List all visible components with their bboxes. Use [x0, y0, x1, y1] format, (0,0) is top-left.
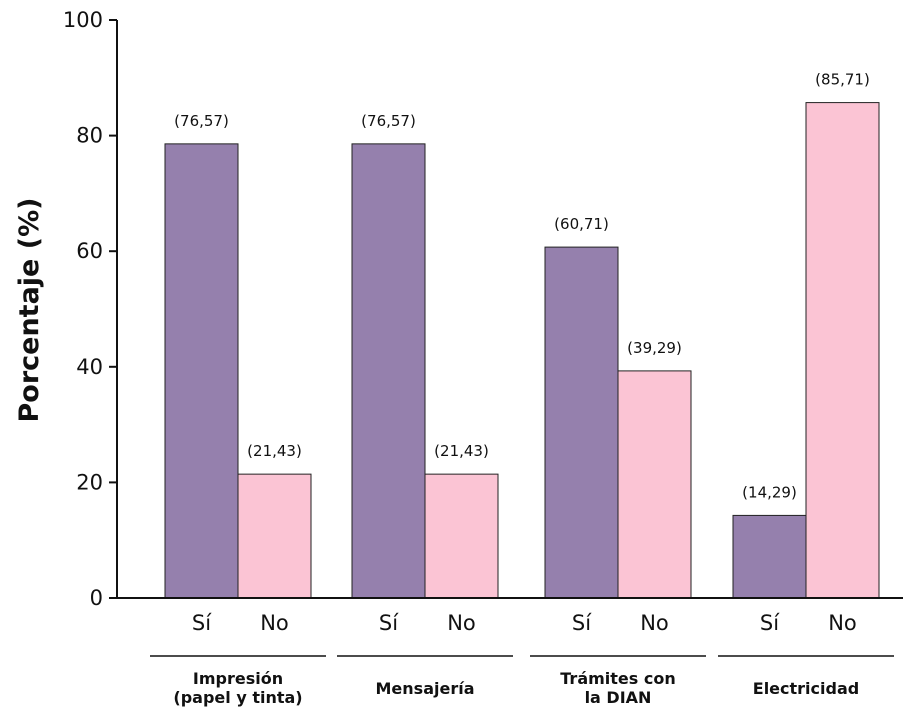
bar-s-3: [732, 514, 807, 599]
y-tick-label: 20: [76, 470, 103, 494]
data-label: (14,29): [742, 483, 797, 501]
y-tick-label: 80: [76, 124, 103, 148]
data-label: (60,71): [554, 215, 609, 233]
y-axis-label: Porcentaje (%): [14, 197, 45, 422]
bar-no-2: [617, 370, 692, 599]
x-group-label: Trámites con: [560, 669, 675, 688]
x-group-label: la DIAN: [585, 688, 652, 707]
x-group-label: Impresión: [193, 669, 283, 688]
x-group-label: (papel y tinta): [173, 688, 302, 707]
x-sub-label: Sí: [760, 611, 780, 635]
x-sub-label: No: [260, 611, 289, 635]
x-sub-label: No: [640, 611, 669, 635]
bar-no-0: [237, 473, 312, 599]
bar-no-3: [805, 102, 880, 599]
bars: (76,57) (21,43) (76,57) (21,43) (60,71) (39,2…: [164, 71, 880, 599]
data-label: (21,43): [247, 442, 302, 460]
bar-s-2: [544, 246, 619, 599]
data-label: (85,71): [815, 71, 870, 89]
data-label: (76,57): [361, 112, 416, 130]
data-label: (21,43): [434, 442, 489, 460]
y-tick-label: 60: [76, 239, 103, 263]
y-tick-label: 0: [90, 586, 103, 610]
data-label: (39,29): [627, 339, 682, 357]
x-sub-label: Sí: [192, 611, 212, 635]
y-axis: 0 20 40 60 80 100: [63, 8, 118, 610]
y-tick-label: 40: [76, 355, 103, 379]
x-axis: Sí No Impresión(papel y tinta) Sí No Mensajer…: [117, 597, 903, 707]
x-sub-label: No: [447, 611, 476, 635]
bar-s-1: [351, 143, 426, 599]
x-sub-label: No: [828, 611, 857, 635]
bar-s-0: [164, 143, 239, 599]
x-sub-label: Sí: [572, 611, 592, 635]
x-group-label: Electricidad: [753, 679, 859, 698]
x-sub-label: Sí: [379, 611, 399, 635]
x-group-label: Mensajería: [376, 679, 475, 698]
data-label: (76,57): [174, 112, 229, 130]
y-tick-label: 100: [63, 8, 103, 32]
bar-no-1: [424, 473, 499, 599]
